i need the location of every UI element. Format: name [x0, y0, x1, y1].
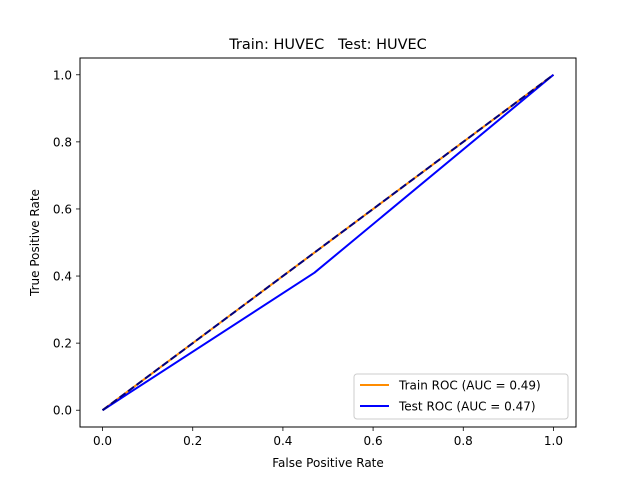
- x-tick-label: 0.0: [93, 434, 112, 448]
- y-tick-label: 0.2: [53, 337, 72, 351]
- legend-label-train: Train ROC (AUC = 0.49): [398, 379, 541, 393]
- y-axis-label: True Positive Rate: [28, 189, 42, 297]
- test-roc-line: [102, 73, 555, 412]
- x-tick-label: 0.2: [183, 434, 202, 448]
- y-tick-label: 0.8: [53, 135, 72, 149]
- legend-box: [353, 373, 569, 420]
- x-tick-label: 1.0: [544, 434, 563, 448]
- y-tick-label: 1.0: [53, 68, 72, 82]
- chart-title: Train: HUVEC Test: HUVEC: [228, 37, 427, 53]
- y-tick-label: 0.6: [53, 202, 72, 216]
- plot-frame: [79, 57, 577, 428]
- y-tick-label: 0.4: [53, 270, 72, 284]
- series-layer: [101, 73, 555, 412]
- x-tick-label: 0.4: [273, 434, 292, 448]
- tick-layer: 0.0 0.2 0.4 0.6 0.8 1.0 0.0 0.2 0.4 0.6 0.8 1.0: [53, 68, 563, 448]
- x-tick-label: 0.6: [364, 434, 383, 448]
- legend: Train ROC (AUC = 0.49) Test ROC (AUC = 0…: [353, 373, 569, 420]
- y-tick-label: 0.0: [53, 404, 72, 418]
- legend-label-test: Test ROC (AUC = 0.47): [398, 400, 536, 414]
- x-tick-label: 0.8: [454, 434, 473, 448]
- chance-diagonal-line: [101, 73, 555, 412]
- x-axis-label: False Positive Rate: [272, 456, 384, 470]
